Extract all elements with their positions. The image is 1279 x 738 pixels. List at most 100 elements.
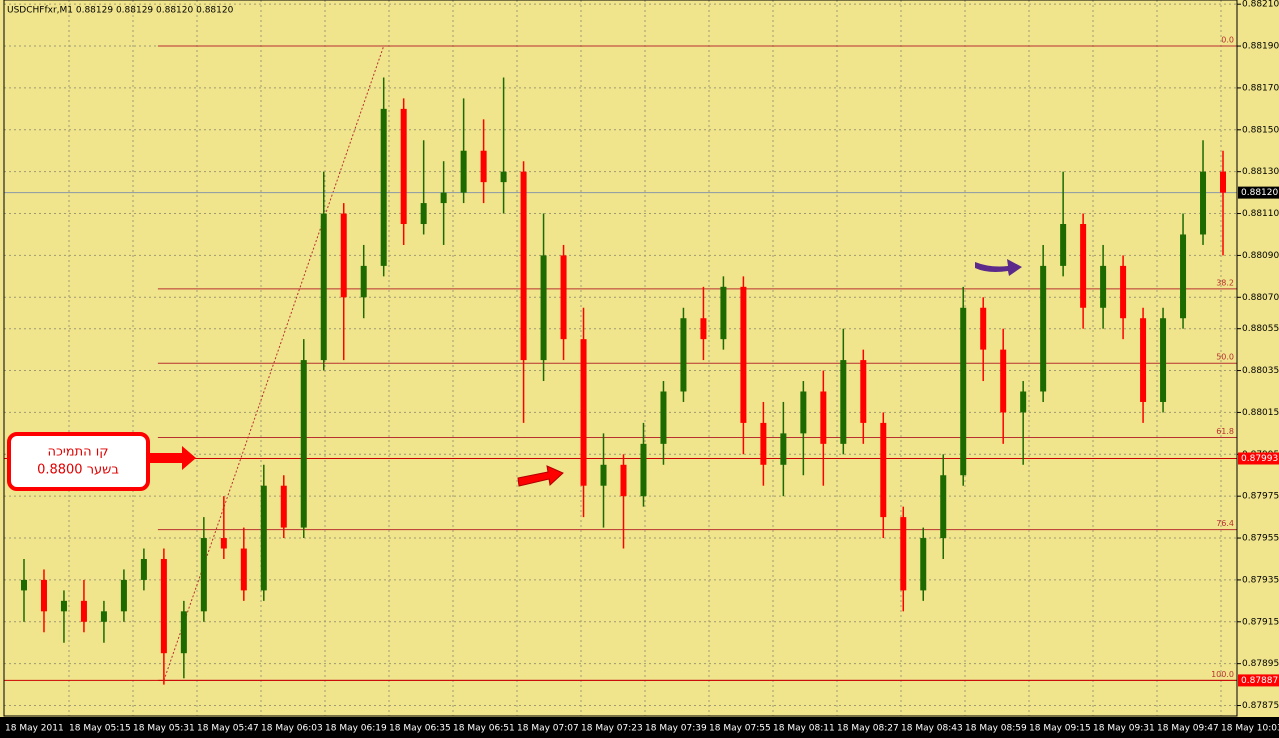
candle-body: [1220, 171, 1227, 193]
candle-body: [260, 485, 267, 591]
candle-body: [240, 548, 247, 591]
candle-body: [560, 255, 567, 340]
y-tick-label: 0.87975: [1242, 492, 1279, 502]
callout: קו התמיכה בשער 0.8800: [7, 432, 196, 491]
candle-body: [180, 611, 187, 654]
candle-body: [200, 538, 207, 612]
candle-body: [400, 108, 407, 225]
x-tick-label: 18 May 08:11: [773, 724, 835, 734]
candle-body: [80, 600, 87, 622]
x-tick-label: 18 May 09:15: [1029, 724, 1091, 734]
candle-body: [1180, 234, 1187, 319]
arrow: [517, 465, 564, 487]
candle-body: [1100, 265, 1107, 308]
candle-body: [1160, 318, 1167, 402]
chart-title: USDCHFfxr,M1 0.88129 0.88129 0.88120 0.8…: [7, 6, 234, 16]
candle-body: [580, 339, 587, 486]
fib-label: 61.8: [1216, 427, 1234, 436]
candle-body: [1200, 171, 1207, 235]
candle-body: [960, 307, 967, 476]
candle-body: [1120, 265, 1127, 319]
fib-label: 100.0: [1211, 670, 1234, 679]
price-label: 0.88120: [1241, 188, 1278, 198]
candle-body: [640, 443, 647, 497]
y-tick-label: 0.88130: [1242, 167, 1279, 177]
x-tick-label: 18 May 09:47: [1157, 724, 1219, 734]
x-tick-label: 18 May 08:59: [965, 724, 1027, 734]
candle-body: [460, 150, 467, 193]
candle-body: [340, 213, 347, 298]
candle-body: [360, 265, 367, 298]
x-tick-label: 18 May 06:03: [261, 724, 323, 734]
x-tick-label: 18 May 06:51: [453, 724, 515, 734]
price-box: [1238, 674, 1279, 687]
callout-box: [7, 432, 150, 491]
y-tick-label: 0.88090: [1242, 251, 1279, 261]
y-tick-label: 0.87915: [1242, 617, 1279, 627]
candle-body: [40, 579, 47, 612]
callout-line: בשער 0.8800: [37, 463, 119, 478]
candle-body: [600, 464, 607, 486]
candle-body: [660, 391, 667, 444]
y-tick-label: 0.88150: [1242, 125, 1279, 135]
x-tick-label: 18 May 05:15: [69, 724, 131, 734]
x-tick-label: 18 May 07:55: [709, 724, 771, 734]
candle-body: [1060, 224, 1067, 266]
candle-body: [880, 422, 887, 518]
candle-body: [620, 464, 627, 497]
y-tick-label: 0.88070: [1242, 293, 1279, 303]
x-tick-label: 18 May 05:31: [133, 724, 195, 734]
candle-body: [1000, 349, 1007, 413]
candle-body: [480, 150, 487, 183]
x-axis-band: [0, 717, 1279, 738]
candle-body: [440, 192, 447, 204]
y-tick-label: 0.88110: [1242, 209, 1279, 219]
plot-frame: [3, 0, 1238, 717]
fib-label: 50.0: [1216, 353, 1234, 362]
candle-body: [520, 171, 527, 361]
x-tick-label: 18 May 06:19: [325, 724, 387, 734]
candle-body: [860, 360, 867, 423]
candle-body: [820, 391, 827, 444]
candle-body: [1080, 224, 1087, 308]
candle-body: [220, 538, 227, 549]
y-tick-label: 0.88210: [1242, 0, 1279, 10]
y-tick-label: 0.88015: [1242, 408, 1279, 418]
candle-body: [740, 286, 747, 423]
candle-body: [800, 391, 807, 434]
y-tick-label: 0.88190: [1242, 42, 1279, 52]
candle-body: [840, 360, 847, 444]
price-box: [1238, 452, 1279, 465]
x-tick-label: 18 May 05:47: [197, 724, 259, 734]
fib-label: 0.0: [1221, 36, 1234, 45]
candle-body: [700, 318, 707, 340]
candle-body: [60, 600, 67, 612]
candle-body: [420, 203, 427, 225]
y-tick-label: 0.88055: [1242, 324, 1279, 334]
fib-label: 38.2: [1216, 278, 1234, 287]
candle-body: [920, 538, 927, 591]
y-tick-label: 0.88170: [1242, 83, 1279, 93]
candle-body: [380, 108, 387, 266]
candle-body: [680, 318, 687, 392]
x-tick-label: 18 May 06:35: [389, 724, 451, 734]
x-tick-label: 18 May 07:23: [581, 724, 643, 734]
price-label: 0.87887: [1241, 676, 1278, 686]
candle-body: [500, 171, 507, 183]
arrow: [148, 446, 196, 470]
candle-body: [720, 286, 727, 340]
candle-body: [780, 433, 787, 465]
y-tick-label: 0.87875: [1242, 701, 1279, 711]
candle-body: [900, 517, 907, 591]
candle-body: [280, 485, 287, 528]
candle-body: [140, 558, 147, 580]
x-tick-label: 18 May 07:07: [517, 724, 579, 734]
x-tick-label: 18 May 07:39: [645, 724, 707, 734]
x-tick-label: 18 May 2011: [5, 724, 64, 734]
y-tick-label: 0.88035: [1242, 366, 1279, 376]
candle-body: [540, 255, 547, 361]
candle-body: [100, 611, 107, 622]
candle-body: [160, 558, 167, 654]
arrow: [975, 259, 1022, 276]
